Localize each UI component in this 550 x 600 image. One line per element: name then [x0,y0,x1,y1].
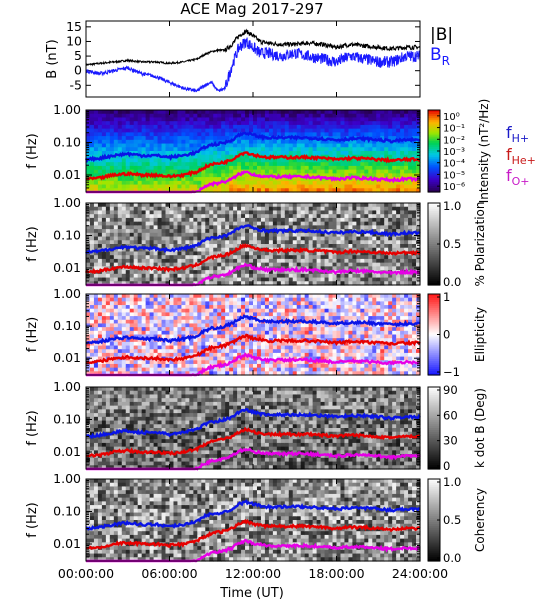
x-tick-label: 18:00:00 [308,566,364,581]
colorbar-tick-label: 60 [443,408,458,422]
gyrofreq-fH-line [85,314,421,345]
colorbar-tick-label: 0.0 [443,275,461,289]
colorbar-tick-label: 0 [443,328,450,342]
y-axis-label: f (Hz) [25,502,40,537]
y-axis-label: f (Hz) [25,317,40,352]
y-tick-label: 1.00 [53,102,81,117]
x-tick-labels: 00:00:00 06:00:00 12:00:00 18:00:00 24:00:00 [58,566,448,581]
panel-power-spectrum: 1.000.100.01f (Hz)10⁰10⁻¹10⁻²10⁻³10⁻⁴10⁻… [25,99,491,204]
plot-frame [85,20,421,98]
y-tick-label: 0.01 [53,260,81,275]
colorbar-tick-label: 10⁰ [443,112,460,123]
y-tick-label: 1.00 [53,471,81,486]
y-tick-label: 0.01 [53,167,81,182]
gyrofreq-fHe-line [85,151,420,181]
colorbar-label: Intensity (nT²/Hz) [477,99,491,204]
y-axis-label: B (nT) [45,39,60,78]
colorbar-label: % Polarization [473,202,487,287]
chart-title: ACE Mag 2017-297 [180,0,323,18]
colorbar-tick-label: 0 [443,459,450,473]
y-tick-label: 0.10 [53,318,81,333]
y-tick-label: 0.01 [53,444,81,459]
legend-btotal: |B| [430,25,453,45]
colorbar-tick-label: 10⁻¹ [443,124,465,135]
colorbar-label: Ellipticity [473,307,487,362]
colorbar-tick-label: 1.0 [443,199,461,213]
colorbar-label: Coherency [473,488,487,552]
legend-f-he: fHe+ [506,145,536,167]
gyrofreq-fH-line [85,499,421,531]
y-tick-label: 1.00 [53,286,81,301]
colorbar-tick-label: 0.0 [443,551,461,565]
legend-f-o: fO+ [506,166,530,188]
x-tick-label: 12:00:00 [225,566,281,581]
colorbar-tick-label: 10⁻⁵ [443,170,465,181]
y-tick-label: 0.01 [53,350,81,365]
x-tick-label: 00:00:00 [58,566,114,581]
y-tick-label: -5 [70,77,82,92]
y-tick-label: 15 [66,19,82,34]
x-tick-label: 24:00:00 [392,566,448,581]
series-btotal-line [85,28,421,67]
panel-wave-normal-angle: 1.00 0.10 0.01 f (Hz) 90 60 30 0 k dot B (Deg) [25,379,487,473]
y-tick-label: 5 [74,48,82,63]
legend-br: BR [430,45,450,68]
y-axis-label: f (Hz) [25,410,40,445]
heatmap-cells [86,387,421,470]
colorbar-border [427,386,441,470]
gyrofreq-fHe-line [85,518,421,550]
y-tick-label: 0.01 [53,536,81,551]
panel-ellipticity: 1.00 0.10 0.01 f (Hz) 1 0 −1 Ellipticity [25,286,487,379]
panel-polarization: 1.00 0.10 0.01 f (Hz) 1.0 0.5 0.0 % Polarizatio… [25,195,487,289]
legend-f-h: fH+ [506,123,529,145]
colorbar-tick-label: 10⁻² [443,135,465,146]
colorbar-tick-label: 90 [443,383,458,397]
colorbar-tick-label: −1 [443,365,460,379]
series-br-line [85,37,421,93]
heatmap-cells [86,203,421,286]
y-tick-label: 10 [66,33,82,48]
y-axis-label: f (Hz) [25,226,40,261]
panel-coherency: 1.00 0.10 0.01 f (Hz) 1.0 0.5 0.0 Coherency [25,471,487,565]
colorbar: 1.0 0.5 0.0 Coherency [427,475,487,565]
y-tick-label: 0.10 [53,135,81,150]
heatmap-cells [86,110,421,193]
gyrofreq-fH-line [84,131,421,163]
gyrofreq-fH-line [85,407,421,440]
colorbar-tick-label: 10⁻³ [443,147,465,158]
y-tick-label: 1.00 [53,379,81,394]
gyrofreq-fHe-line [85,333,421,365]
colorbar-tick-label: 1.0 [443,475,461,489]
gyrofreq-fHe-line [84,243,421,275]
gyrofreq-fHe-line [85,426,421,459]
x-tick-label: 06:00:00 [141,566,197,581]
x-axis-label: Time (UT) [219,586,284,600]
colorbar-tick-label: 10⁻⁶ [443,182,465,193]
gyrofreq-fH-line [85,224,421,255]
colorbar-label: k dot B (Deg) [473,388,487,468]
gyrofreq-legend: fH+fHe+fO+ [506,123,536,188]
colorbar-tick-label: 1 [443,290,450,304]
y-tick-label: 1.00 [53,195,81,210]
colorbar-tick-label: 30 [443,434,458,448]
y-tick-label: 0.10 [53,412,81,427]
heatmap-cells [86,479,421,562]
colorbar-tick-label: 0.5 [443,513,461,527]
colorbar-tick-label: 10⁻⁴ [443,159,465,170]
plot-border [85,20,421,98]
colorbar: 1 0 −1 Ellipticity [427,290,487,379]
colorbar: 90 60 30 0 k dot B (Deg) [427,383,487,473]
y-axis-label: f (Hz) [25,133,40,168]
colorbar-tick-label: 0.5 [443,237,461,251]
colorbar: 1.0 0.5 0.0 % Polarization [427,199,487,289]
y-tick-label: 0.10 [53,504,81,519]
y-tick-label: 0 [74,63,82,78]
y-tick-label: 0.10 [53,228,81,243]
